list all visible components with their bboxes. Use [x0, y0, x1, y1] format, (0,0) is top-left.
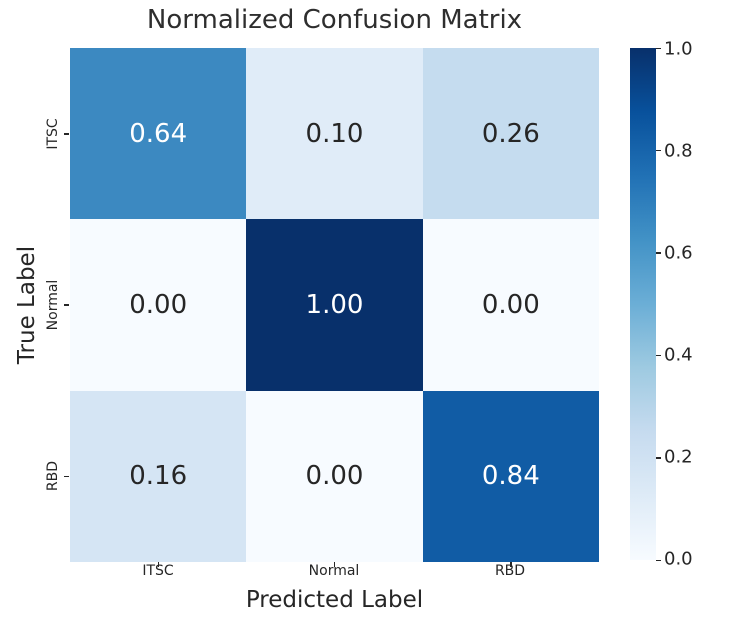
y-tick-mark	[64, 304, 69, 306]
colorbar-tick-mark	[656, 457, 661, 459]
chart-title: Normalized Confusion Matrix	[146, 5, 523, 35]
heatmap-grid: 0.64 0.10 0.26 0.00 1.00 0.00 0.16 0.00 …	[70, 48, 599, 562]
y-tick-label: ITSC	[45, 118, 61, 150]
heatmap-cell: 0.64	[70, 48, 247, 220]
colorbar-tick-label: 0.2	[664, 446, 693, 468]
x-tick-mark	[333, 562, 336, 567]
y-axis-label: True Label	[14, 245, 40, 365]
colorbar-tick-label: 1.0	[664, 38, 693, 60]
heatmap-cell: 1.00	[246, 219, 423, 391]
colorbar-tick-label: 0.8	[664, 140, 693, 162]
colorbar-gradient	[630, 48, 656, 560]
colorbar-tick-mark	[656, 252, 661, 254]
colorbar-tick-mark	[656, 149, 661, 152]
colorbar-tick-label: 0.6	[664, 242, 693, 264]
x-tick-mark	[157, 562, 159, 567]
x-tick-label: Normal	[308, 563, 360, 579]
heatmap-cell: 0.26	[422, 48, 599, 220]
x-tick-label: RBD	[494, 563, 526, 579]
colorbar-tick-mark	[656, 354, 661, 357]
y-tick-mark	[64, 133, 69, 135]
y-tick-label: RBD	[45, 460, 61, 492]
colorbar-tick-label: 0.4	[664, 344, 693, 366]
y-tick-label: Normal	[45, 279, 61, 331]
heatmap-cell: 0.00	[422, 219, 599, 391]
colorbar-tick-mark	[656, 47, 661, 49]
x-tick-mark	[510, 562, 512, 567]
heatmap-cell: 0.00	[70, 219, 247, 391]
heatmap-cell: 0.10	[246, 48, 423, 220]
heatmap-cell: 0.00	[246, 390, 423, 562]
y-tick-mark	[64, 475, 69, 478]
colorbar-tick-mark	[656, 559, 661, 561]
heatmap-cell: 0.84	[422, 390, 599, 562]
colorbar-tick-label: 0.0	[664, 548, 693, 570]
x-tick-label: ITSC	[142, 563, 174, 579]
heatmap-cell: 0.16	[70, 390, 247, 562]
x-axis-label: Predicted Label	[245, 587, 424, 613]
